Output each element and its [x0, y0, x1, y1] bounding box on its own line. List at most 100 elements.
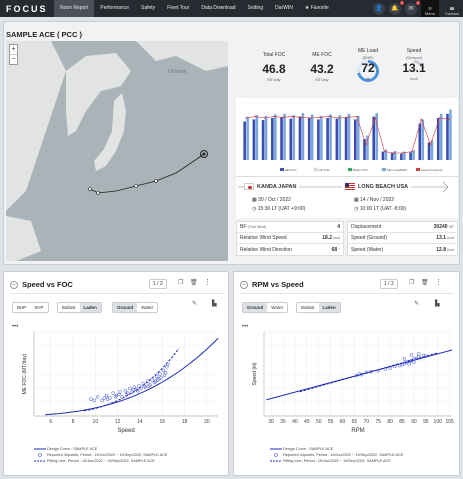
- nav-item-data-download[interactable]: Data Download: [201, 5, 236, 11]
- chart-settings-icon[interactable]: ▙: [435, 301, 440, 307]
- reported-point: [128, 386, 132, 391]
- reported-point: [357, 372, 361, 376]
- voyage-map[interactable]: Okhotsk + −: [6, 41, 228, 261]
- toggle-ballast[interactable]: Ballast: [58, 303, 80, 312]
- legend-text: ME Load(BHP): [387, 168, 407, 172]
- nav-item-favorite[interactable]: ★ Favorite: [304, 5, 329, 11]
- departure-date-text: 30 / Oct / 2022: [258, 197, 291, 203]
- row-label: Relative Wind Speed: [240, 235, 287, 241]
- bar-me-foc: [317, 119, 320, 160]
- options-icon[interactable]: •••: [12, 324, 19, 330]
- departure-time-text: 15:30 LT (UAT +9:00): [257, 206, 306, 212]
- bar-me-load: [320, 115, 323, 160]
- toggle-shp[interactable]: SHP: [30, 303, 48, 312]
- toggle-ground[interactable]: Ground: [113, 303, 138, 312]
- reported-point: [142, 384, 147, 388]
- reported-point: [376, 368, 380, 373]
- bar-me-load: [329, 114, 332, 160]
- legend-label: Design Curve : SAMPLE ACE: [47, 447, 98, 451]
- nav-item-darwin[interactable]: DarWIN: [275, 5, 293, 11]
- edit-icon[interactable]: ✎: [192, 301, 198, 307]
- x-tick-label: 10: [93, 419, 99, 425]
- chart-settings-icon[interactable]: ▙: [212, 301, 217, 307]
- x-tick-label: 105: [445, 419, 454, 425]
- x-axis-label: Speed: [117, 428, 134, 434]
- reported-point: [421, 353, 426, 358]
- collapse-icon[interactable]: −: [10, 280, 18, 289]
- copy-icon[interactable]: ❐: [409, 280, 415, 286]
- x-tick-label: 18: [182, 419, 188, 425]
- current-position-marker[interactable]: [200, 150, 208, 158]
- reported-point: [364, 370, 369, 375]
- bar-me-foc: [436, 118, 440, 160]
- panel-title-text: RPM vs Speed: [252, 280, 304, 289]
- track-point: [88, 187, 92, 191]
- reported-point: [139, 386, 143, 391]
- clock-icon: ◷: [354, 206, 360, 212]
- kpi-value: 43.2: [310, 62, 334, 76]
- nav-item-safety[interactable]: Safety: [140, 5, 156, 11]
- landmass-north: [46, 41, 228, 71]
- app-logo[interactable]: FOCUS: [6, 3, 48, 14]
- bar-me-load: [449, 109, 452, 160]
- bell-icon[interactable]: 🔔 2: [389, 0, 404, 15]
- more-menu-icon[interactable]: ⋮: [204, 279, 211, 286]
- rpm-vs-speed-panel: − RPM vs Speed 1 / 2 ❐ 🗑 ⋮ Ground Water B…: [233, 271, 460, 476]
- bar-me-foc: [252, 119, 256, 160]
- menu-button[interactable]: ☰ Menu: [421, 0, 439, 17]
- toggle-ballast[interactable]: Ballast: [297, 303, 319, 312]
- toggle-laden[interactable]: Laden: [79, 303, 101, 312]
- x-tick-label: 55: [328, 419, 334, 425]
- toggle-laden[interactable]: Laden: [318, 303, 340, 312]
- reported-point: [154, 374, 159, 379]
- x-tick-label: 20: [204, 419, 210, 425]
- more-menu-icon[interactable]: ⋮: [435, 279, 442, 286]
- x-tick-label: 60: [340, 419, 346, 425]
- reported-point: [95, 395, 100, 399]
- toggle-bhp[interactable]: BHP: [13, 303, 31, 312]
- toggle-ground[interactable]: Ground: [243, 303, 268, 312]
- speed-basis-toggle: Ground Water: [112, 302, 159, 313]
- reported-point: [416, 352, 421, 356]
- x-tick-label: 6: [49, 419, 52, 425]
- copy-icon[interactable]: ❐: [178, 280, 184, 286]
- nav-item-noon-report[interactable]: Noon Report: [54, 0, 95, 17]
- notification-badge: 2: [400, 0, 404, 5]
- reported-point: [157, 377, 161, 381]
- row-value: 68: [331, 246, 338, 253]
- reported-point: [104, 393, 109, 398]
- track-point: [96, 191, 100, 195]
- point-speed-ground: [429, 143, 432, 146]
- toggle-water[interactable]: Water: [267, 303, 288, 312]
- nav-item-performance[interactable]: Performance: [100, 5, 129, 11]
- table-row: Speed (Water) 12.8 knot: [348, 244, 457, 255]
- reported-point: [89, 397, 93, 401]
- kpi-me-foc: ME FOC 43.2 MT/day: [300, 52, 344, 82]
- delete-icon[interactable]: 🗑: [421, 280, 429, 286]
- reported-point: [131, 387, 135, 392]
- edit-icon[interactable]: ✎: [414, 301, 420, 307]
- load-toggle: Ballast Laden: [296, 302, 341, 313]
- collapse-icon[interactable]: −: [240, 280, 248, 289]
- options-icon[interactable]: •••: [242, 324, 249, 330]
- zoom-in-button[interactable]: +: [11, 46, 16, 53]
- page-selector[interactable]: 1 / 2: [149, 279, 167, 289]
- zoom-control: + −: [9, 44, 18, 65]
- nav-item-fleet-tour[interactable]: Fleet Tour: [167, 5, 190, 11]
- user-icon[interactable]: 👤: [373, 2, 385, 15]
- design-curve: [45, 338, 219, 416]
- x-tick-label: 65: [352, 419, 358, 425]
- top-navbar: FOCUS Noon Report Performance Safety Fleet …: [0, 0, 463, 17]
- clock-icon: ◷: [252, 206, 258, 212]
- mail-icon[interactable]: ✉ 2: [405, 0, 420, 15]
- page-selector[interactable]: 1 / 2: [380, 279, 398, 289]
- toggle-water[interactable]: Water: [137, 303, 158, 312]
- contact-button[interactable]: ☎ Contact: [443, 0, 461, 17]
- delete-icon[interactable]: 🗑: [190, 280, 198, 286]
- legend-item: Fitting Line, Period : 19/Jun/2022 ~ 19/…: [34, 458, 167, 464]
- zoom-out-button[interactable]: −: [10, 54, 17, 63]
- arrival-time-text: 10:00 LT (UAT -8:00): [359, 206, 407, 212]
- point-speed-ground: [383, 150, 386, 153]
- nav-item-setting[interactable]: Setting: [247, 5, 264, 11]
- row-note: (True Wind): [247, 225, 267, 229]
